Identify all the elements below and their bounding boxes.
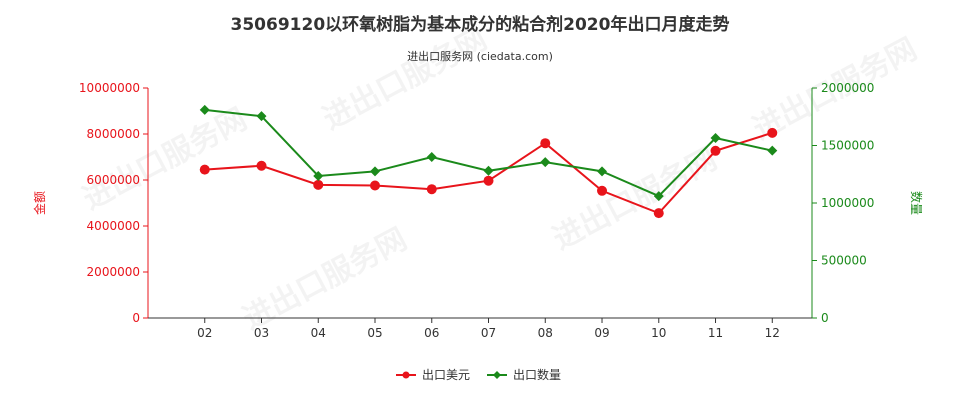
watermark-layer: 进出口服务网进出口服务网进出口服务网进出口服务网进出口服务网 (77, 22, 922, 337)
x-tick-label: 03 (254, 326, 269, 340)
data-point[interactable] (540, 138, 551, 149)
data-point[interactable] (540, 157, 551, 168)
data-point[interactable] (767, 145, 778, 156)
watermark-text: 进出口服务网 (77, 102, 252, 217)
left-tick-label: 8000000 (87, 127, 140, 141)
legend-item[interactable]: 出口美元 (396, 368, 470, 382)
legend-item[interactable]: 出口数量 (487, 367, 561, 382)
legend-label: 出口美元 (422, 368, 470, 382)
data-point[interactable] (199, 164, 210, 175)
data-point[interactable] (199, 104, 210, 115)
left-tick-label: 10000000 (79, 81, 140, 95)
x-tick-label: 07 (481, 326, 496, 340)
left-axis-ticks: 0 2000000 4000000 6000000 8000000 10000000 (79, 81, 148, 325)
series-1 (199, 127, 778, 219)
data-point[interactable] (597, 185, 608, 196)
data-point[interactable] (597, 166, 608, 177)
x-tick-label: 06 (424, 326, 439, 340)
data-point[interactable] (256, 160, 267, 171)
data-point[interactable] (426, 152, 437, 162)
right-axis-ticks: 0 500000 1000000 1500000 2000000 (812, 81, 874, 325)
data-point[interactable] (426, 184, 437, 195)
right-axis-title: 数量 (909, 191, 924, 215)
series-2 (199, 104, 778, 202)
legend-label: 出口数量 (513, 367, 561, 382)
left-tick-label: 4000000 (87, 219, 140, 233)
axes (147, 88, 813, 319)
x-tick-label: 08 (538, 326, 553, 340)
data-point[interactable] (256, 111, 267, 122)
x-tick-label: 10 (651, 326, 666, 340)
x-axis-ticks: 02 03 04 05 06 07 08 09 10 11 12 (197, 318, 780, 340)
x-tick-label: 09 (594, 326, 609, 340)
chart-title: 35069120以环氧树脂为基本成分的粘合剂2020年出口月度走势 (231, 14, 730, 35)
right-tick-label: 0 (821, 311, 829, 325)
data-point[interactable] (313, 179, 324, 190)
data-point[interactable] (483, 165, 494, 176)
x-tick-label: 11 (708, 326, 723, 340)
left-axis-title: 金额 (32, 191, 47, 215)
right-tick-label: 1500000 (821, 139, 874, 153)
data-point[interactable] (370, 166, 381, 177)
data-point[interactable] (710, 133, 721, 144)
chart-subtitle: 进出口服务网 (ciedata.com) (407, 49, 553, 63)
x-tick-label: 02 (197, 326, 212, 340)
data-point[interactable] (653, 208, 664, 219)
right-tick-label: 500000 (821, 254, 867, 268)
watermark-text: 进出口服务网 (237, 222, 412, 337)
right-tick-label: 1000000 (821, 196, 874, 210)
x-tick-label: 12 (765, 326, 780, 340)
data-point[interactable] (653, 191, 664, 202)
left-tick-label: 6000000 (87, 173, 140, 187)
legend[interactable]: 出口美元 出口数量 (396, 367, 561, 382)
watermark-text: 进出口服务网 (317, 22, 492, 137)
left-tick-label: 2000000 (87, 265, 140, 279)
data-point[interactable] (767, 127, 778, 138)
right-tick-label: 2000000 (821, 81, 874, 95)
data-point[interactable] (370, 180, 381, 191)
legend-marker (493, 371, 501, 379)
data-point[interactable] (483, 175, 494, 186)
legend-marker (402, 371, 410, 379)
x-tick-label: 05 (367, 326, 382, 340)
x-tick-label: 04 (311, 326, 326, 340)
series-layer (199, 104, 778, 219)
data-point[interactable] (710, 145, 721, 156)
left-tick-label: 0 (132, 311, 140, 325)
data-point[interactable] (313, 170, 324, 181)
